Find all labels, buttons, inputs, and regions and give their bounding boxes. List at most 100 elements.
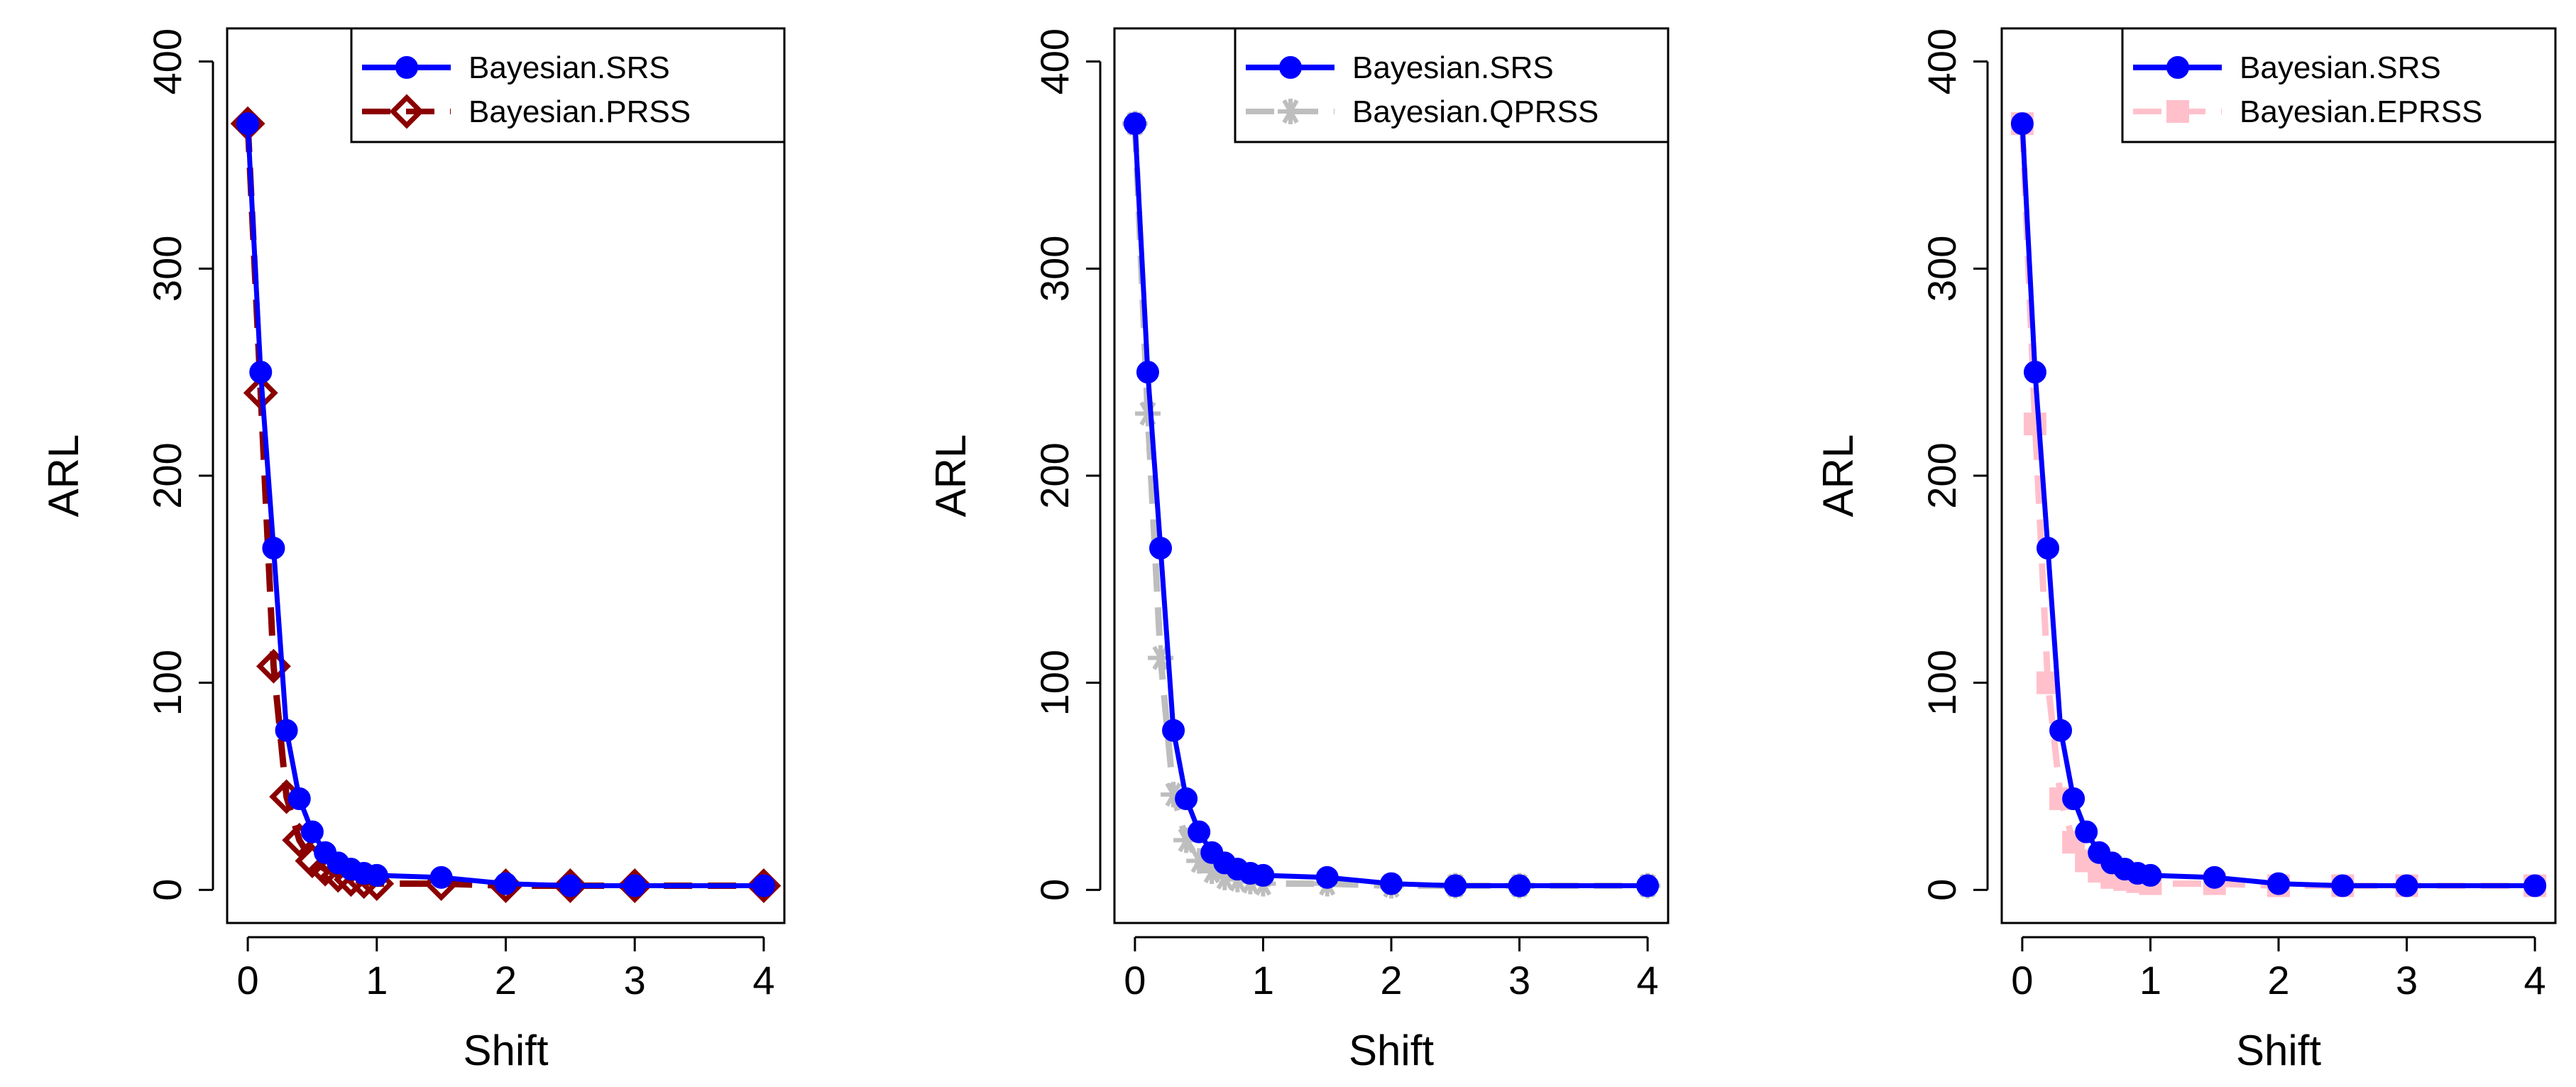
data-point — [2049, 719, 2073, 742]
series-line — [2019, 123, 2536, 888]
x-tick-label: 1 — [2139, 958, 2161, 1003]
legend: Bayesian.SRS Bayesian.EPRSS — [2121, 27, 2557, 143]
y-tick-label: 100 — [1919, 650, 1964, 716]
legend-label: Bayesian.PRSS — [468, 94, 691, 129]
y-tick-label: 400 — [145, 28, 190, 94]
data-point — [2203, 865, 2226, 889]
data-point — [2062, 787, 2086, 810]
data-point — [1251, 863, 1275, 887]
y-tick-label: 100 — [145, 650, 190, 716]
data-point — [1162, 719, 1185, 742]
series-line — [244, 123, 764, 889]
data-point — [1380, 872, 1403, 895]
data-point — [249, 361, 273, 384]
x-tick-label: 3 — [624, 958, 646, 1003]
y-tick-label: 200 — [1919, 442, 1964, 508]
x-axis-title: Shift — [1349, 1027, 1434, 1074]
data-point — [2331, 874, 2355, 897]
x-tick-label: 2 — [2267, 958, 2289, 1003]
legend-box — [1234, 27, 1670, 143]
data-point — [752, 874, 775, 897]
series-line — [1132, 123, 1648, 888]
y-tick-label: 200 — [1032, 442, 1077, 508]
legend-swatch-marker — [395, 56, 418, 79]
data-point — [1188, 820, 1211, 843]
plot-frame — [226, 27, 786, 924]
data-point — [1136, 361, 1159, 384]
legend-box — [350, 27, 786, 143]
y-tick-label: 400 — [1032, 28, 1077, 94]
series-line — [1131, 123, 1648, 889]
legend-box — [2121, 27, 2557, 143]
plot-frame — [1113, 27, 1670, 924]
data-point — [243, 375, 278, 410]
y-tick-label: 100 — [1032, 650, 1077, 716]
legend-label: Bayesian.SRS — [2240, 50, 2441, 85]
data-point — [365, 863, 388, 887]
data-point — [1444, 874, 1467, 897]
x-tick-label: 4 — [2524, 958, 2546, 1003]
data-point — [2139, 863, 2162, 887]
legend: Bayesian.SRS Bayesian.QPRSS — [1234, 27, 1670, 143]
data-point — [300, 820, 324, 843]
x-axis-title: Shift — [2236, 1027, 2321, 1074]
y-axis-title: ARL — [927, 435, 975, 518]
series-bayesian-srs — [2010, 112, 2547, 897]
data-point — [1149, 537, 1172, 560]
x-tick-label: 0 — [236, 958, 258, 1003]
series-bayesian-srs — [236, 112, 775, 897]
legend-label: Bayesian.QPRSS — [1352, 94, 1599, 129]
x-tick-label: 3 — [1508, 958, 1530, 1003]
data-point — [2037, 537, 2059, 560]
y-tick-label: 300 — [145, 236, 190, 302]
legend-swatch-marker — [389, 94, 424, 129]
series-bayesian-prss — [230, 106, 782, 903]
data-point — [275, 719, 298, 742]
series-line — [245, 123, 764, 888]
data-point — [2023, 413, 2046, 436]
y-tick-label: 0 — [1919, 879, 1964, 901]
data-point — [494, 872, 517, 895]
data-point — [2395, 874, 2418, 897]
y-tick-label: 0 — [1032, 879, 1077, 901]
x-tick-label: 0 — [1124, 958, 1146, 1003]
series-bayesian-eprss — [2010, 112, 2547, 897]
data-point — [1636, 874, 1660, 897]
data-point — [287, 787, 311, 810]
y-tick-label: 300 — [1032, 236, 1077, 302]
x-tick-label: 4 — [1637, 958, 1659, 1003]
y-tick-label: 200 — [145, 442, 190, 508]
plot-frame — [2000, 27, 2557, 924]
legend-swatch-marker — [2166, 56, 2189, 79]
x-tick-label: 1 — [366, 958, 388, 1003]
x-tick-label: 2 — [1380, 958, 1402, 1003]
y-tick-label: 0 — [145, 879, 190, 901]
y-axis-title: ARL — [1814, 435, 1862, 518]
data-point — [2023, 361, 2046, 384]
series-line — [2019, 123, 2536, 889]
data-point — [623, 874, 647, 897]
legend: Bayesian.SRS Bayesian.PRSS — [350, 27, 786, 143]
legend-swatch-marker — [2166, 100, 2189, 123]
x-tick-label: 0 — [2011, 958, 2033, 1003]
data-point — [1123, 112, 1146, 136]
legend-label: Bayesian.EPRSS — [2240, 94, 2482, 129]
x-axis-title: Shift — [463, 1027, 548, 1074]
x-tick-label: 3 — [2396, 958, 2418, 1003]
data-point — [1148, 645, 1173, 671]
y-axis-title: ARL — [40, 435, 87, 518]
series-bayesian-qprss — [1122, 111, 1661, 899]
y-tick-label: 300 — [1919, 236, 1964, 302]
data-point — [236, 112, 260, 136]
y-tick-label: 400 — [1919, 28, 1964, 94]
data-point — [1508, 874, 1531, 897]
series-bayesian-srs — [1123, 112, 1660, 897]
legend-swatch-marker — [1279, 56, 1302, 79]
data-point — [262, 537, 285, 560]
data-point — [2267, 872, 2290, 895]
data-point — [1315, 865, 1339, 889]
